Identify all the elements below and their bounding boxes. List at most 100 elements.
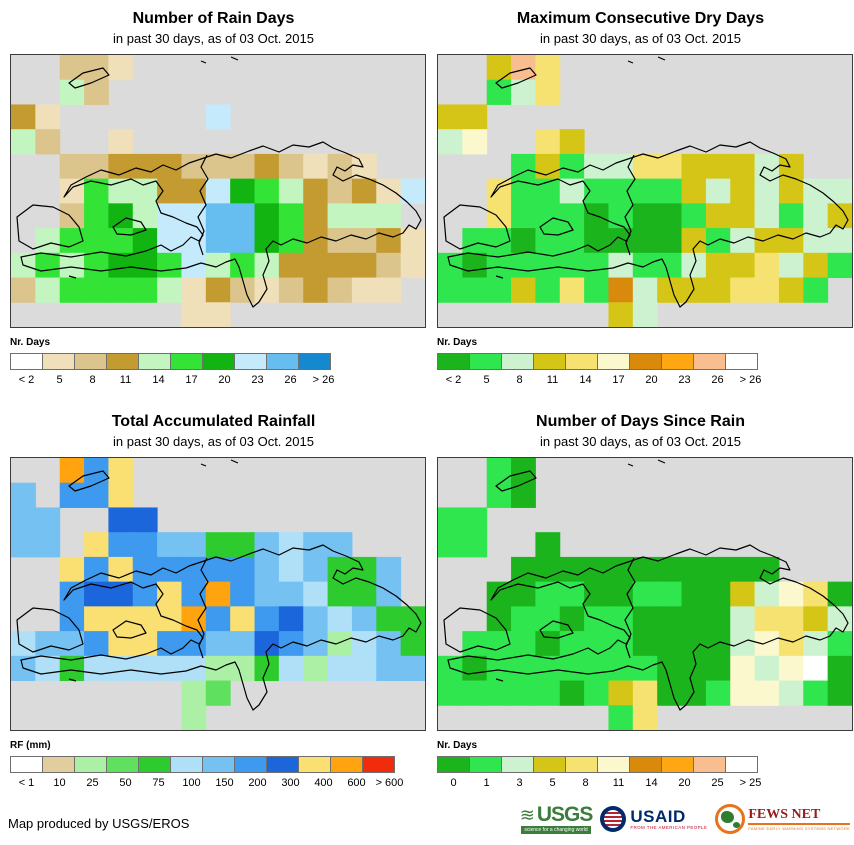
legend-swatch bbox=[42, 756, 75, 773]
legend-rainfall: RF (mm) < 1 10 25 50 75 100 150 200 300 400 600 > 6… bbox=[10, 740, 427, 789]
legend-tick-label: 11 bbox=[119, 374, 132, 386]
legend-swatch bbox=[437, 353, 470, 370]
legend-tick-label: 25 bbox=[86, 777, 99, 789]
map-days-since-rain bbox=[437, 457, 853, 731]
legend-swatch bbox=[202, 756, 235, 773]
legend-swatch bbox=[565, 756, 598, 773]
map-dry-days bbox=[437, 54, 853, 328]
legend-color-ramp bbox=[10, 756, 427, 773]
legend-title: Nr. Days bbox=[437, 337, 478, 348]
legend-tick-label: 20 bbox=[645, 374, 658, 386]
legend-swatch bbox=[42, 353, 75, 370]
legend-swatch bbox=[74, 353, 107, 370]
legend-tick-label: 8 bbox=[89, 374, 96, 386]
legend-tick-label: > 25 bbox=[739, 777, 762, 789]
usgs-logo: ≋ USGS science for a changing world bbox=[520, 804, 593, 834]
legend-title: Nr. Days bbox=[437, 740, 478, 751]
legend-swatch bbox=[138, 756, 171, 773]
fews-tagline: FAMINE EARLY WARNING SYSTEMS NETWORK bbox=[748, 825, 850, 831]
map-canvas-dry-days bbox=[438, 55, 852, 327]
legend-swatch bbox=[533, 353, 566, 370]
map-canvas-rain-days bbox=[11, 55, 425, 327]
legend-tick-label: 300 bbox=[281, 777, 300, 789]
legend-swatch bbox=[362, 756, 395, 773]
legend-swatch bbox=[565, 353, 598, 370]
legend-tick-label: 200 bbox=[248, 777, 267, 789]
panel-days-since-rain: Number of Days Since Rain in past 30 day… bbox=[427, 403, 854, 801]
panel-rain-days: Number of Rain Days in past 30 days, as … bbox=[0, 0, 427, 398]
legend-tick-label: 8 bbox=[582, 777, 589, 789]
legend-title: RF (mm) bbox=[10, 740, 51, 751]
legend-swatch bbox=[629, 756, 662, 773]
panel-dry-days: Maximum Consecutive Dry Days in past 30 … bbox=[427, 0, 854, 398]
fews-wordmark: FEWS NET bbox=[748, 807, 850, 825]
legend-tick-label: 50 bbox=[119, 777, 132, 789]
legend-color-ramp bbox=[437, 353, 854, 370]
fews-globe-icon bbox=[715, 804, 746, 834]
legend-tick-labels: < 2 5 8 11 14 17 20 23 26 > 26 bbox=[10, 374, 427, 386]
usaid-tagline: FROM THE AMERICAN PEOPLE bbox=[630, 824, 708, 830]
legend-tick-label: 5 bbox=[483, 374, 490, 386]
legend-tick-label: 1 bbox=[483, 777, 490, 789]
legend-tick-label: 23 bbox=[678, 374, 691, 386]
usgs-wordmark: USGS bbox=[536, 803, 594, 826]
legend-days-since-rain: Nr. Days 0 1 3 5 8 11 14 20 25 > 25 bbox=[437, 740, 854, 789]
legend-swatch bbox=[597, 353, 630, 370]
legend-tick-label: 25 bbox=[711, 777, 724, 789]
map-canvas-rainfall bbox=[11, 458, 425, 730]
legend-tick-label: 10 bbox=[53, 777, 66, 789]
legend-tick-label: 26 bbox=[711, 374, 724, 386]
legend-swatch bbox=[629, 353, 662, 370]
legend-swatch bbox=[501, 353, 534, 370]
legend-tick-label: 0 bbox=[450, 777, 457, 789]
legend-swatch bbox=[725, 353, 758, 370]
panel-title: Number of Days Since Rain bbox=[536, 413, 745, 430]
legend-swatch bbox=[469, 756, 502, 773]
legend-tick-label: 14 bbox=[152, 374, 165, 386]
fews-net-logo: FEWS NET FAMINE EARLY WARNING SYSTEMS NE… bbox=[715, 804, 850, 834]
usgs-wave-icon: ≋ bbox=[519, 804, 535, 825]
legend-tick-label: 20 bbox=[678, 777, 691, 789]
legend-tick-label: 26 bbox=[284, 374, 297, 386]
legend-swatch bbox=[501, 756, 534, 773]
legend-swatch bbox=[298, 756, 331, 773]
legend-swatch bbox=[138, 353, 171, 370]
legend-tick-label: > 600 bbox=[375, 777, 404, 789]
legend-tick-label: > 26 bbox=[739, 374, 762, 386]
usgs-tagline: science for a changing world bbox=[521, 826, 591, 834]
legend-swatch bbox=[266, 756, 299, 773]
legend-tick-label: 8 bbox=[516, 374, 523, 386]
legend-swatch bbox=[661, 756, 694, 773]
legend-tick-label: 11 bbox=[612, 777, 625, 789]
legend-tick-labels: < 1 10 25 50 75 100 150 200 300 400 600 > 600 bbox=[10, 777, 427, 789]
legend-tick-label: 150 bbox=[215, 777, 234, 789]
usaid-wordmark: USAID bbox=[630, 806, 686, 826]
legend-tick-label: 20 bbox=[218, 374, 231, 386]
legend-rain-days: Nr. Days < 2 5 8 11 14 17 20 23 26 > 26 bbox=[10, 337, 427, 386]
legend-tick-labels: < 2 5 8 11 14 17 20 23 26 > 26 bbox=[437, 374, 854, 386]
legend-tick-label: < 2 bbox=[445, 374, 462, 386]
legend-tick-label: 17 bbox=[185, 374, 198, 386]
legend-tick-label: 14 bbox=[579, 374, 592, 386]
map-rainfall bbox=[10, 457, 426, 731]
legend-swatch bbox=[693, 756, 726, 773]
legend-tick-label: 5 bbox=[56, 374, 63, 386]
legend-swatch bbox=[74, 756, 107, 773]
panel-subtitle: in past 30 days, as of 03 Oct. 2015 bbox=[113, 434, 314, 449]
panel-subtitle: in past 30 days, as of 03 Oct. 2015 bbox=[540, 31, 741, 46]
legend-tick-label: < 2 bbox=[18, 374, 35, 386]
legend-swatch bbox=[533, 756, 566, 773]
usaid-logo: USAID FROM THE AMERICAN PEOPLE bbox=[600, 806, 707, 832]
legend-swatch bbox=[298, 353, 331, 370]
legend-swatch bbox=[330, 756, 363, 773]
map-rain-days bbox=[10, 54, 426, 328]
legend-swatch bbox=[597, 756, 630, 773]
map-canvas-days-since-rain bbox=[438, 458, 852, 730]
legend-swatch bbox=[106, 756, 139, 773]
panel-title: Number of Rain Days bbox=[132, 10, 295, 27]
legend-tick-label: > 26 bbox=[312, 374, 335, 386]
legend-swatch bbox=[437, 756, 470, 773]
legend-swatch bbox=[202, 353, 235, 370]
legend-dry-days: Nr. Days < 2 5 8 11 14 17 20 23 26 > 26 bbox=[437, 337, 854, 386]
map-credit-text: Map produced by USGS/EROS bbox=[8, 816, 190, 831]
